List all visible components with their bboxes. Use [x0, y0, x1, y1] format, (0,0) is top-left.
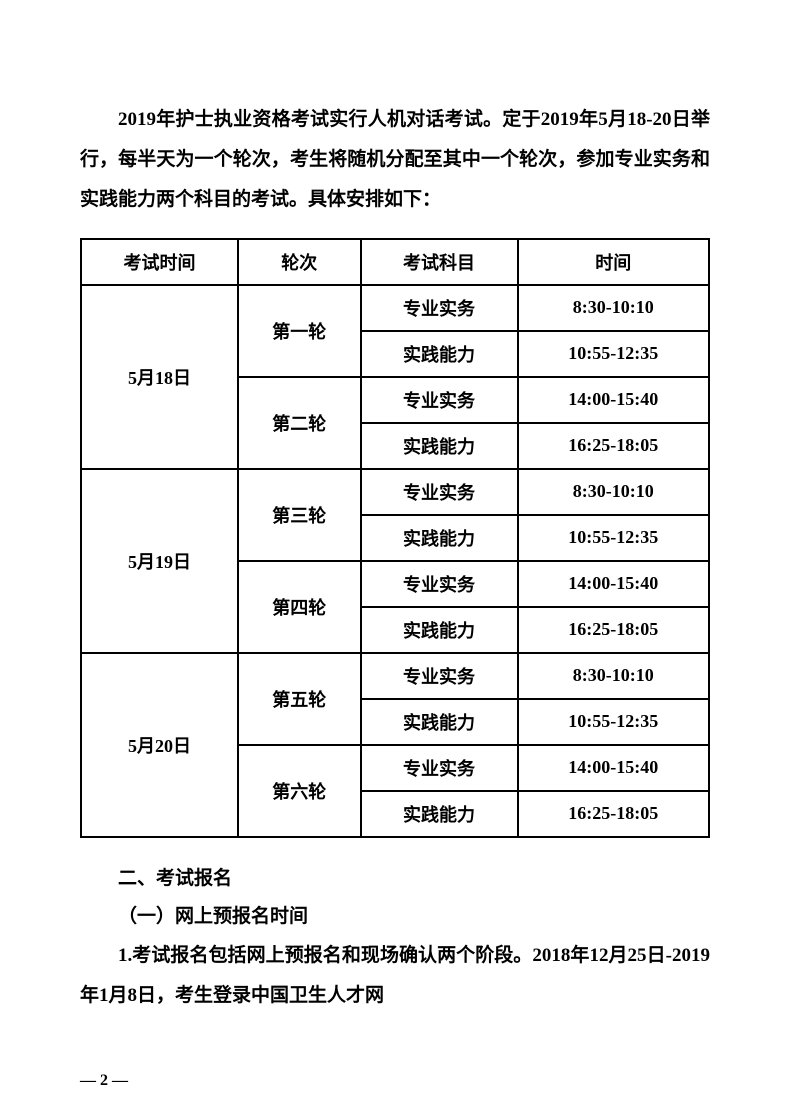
- table-row: 5月18日 第一轮 专业实务 8:30-10:10: [81, 285, 709, 331]
- cell-subject: 实践能力: [361, 699, 518, 745]
- cell-subject: 专业实务: [361, 653, 518, 699]
- cell-round: 第五轮: [238, 653, 361, 745]
- cell-subject: 专业实务: [361, 285, 518, 331]
- col-subject: 考试科目: [361, 239, 518, 285]
- cell-subject: 实践能力: [361, 791, 518, 837]
- cell-time: 16:25-18:05: [518, 607, 709, 653]
- cell-time: 8:30-10:10: [518, 469, 709, 515]
- section-heading: 二、考试报名: [80, 860, 710, 898]
- cell-subject: 实践能力: [361, 607, 518, 653]
- exam-schedule-table: 考试时间 轮次 考试科目 时间 5月18日 第一轮 专业实务 8:30-10:1…: [80, 238, 710, 838]
- cell-round: 第二轮: [238, 377, 361, 469]
- table-row: 5月19日 第三轮 专业实务 8:30-10:10: [81, 469, 709, 515]
- cell-round: 第六轮: [238, 745, 361, 837]
- cell-subject: 实践能力: [361, 515, 518, 561]
- intro-paragraph: 2019年护士执业资格考试实行人机对话考试。定于2019年5月18-20日举行，…: [80, 100, 710, 220]
- cell-date: 5月19日: [81, 469, 238, 653]
- cell-time: 14:00-15:40: [518, 561, 709, 607]
- sub-heading: （一）网上预报名时间: [80, 898, 710, 936]
- cell-subject: 专业实务: [361, 745, 518, 791]
- cell-date: 5月18日: [81, 285, 238, 469]
- cell-subject: 专业实务: [361, 561, 518, 607]
- body-paragraph: 1.考试报名包括网上预报名和现场确认两个阶段。2018年12月25日-2019年…: [80, 936, 710, 1016]
- cell-time: 10:55-12:35: [518, 331, 709, 377]
- table-header-row: 考试时间 轮次 考试科目 时间: [81, 239, 709, 285]
- table-row: 5月20日 第五轮 专业实务 8:30-10:10: [81, 653, 709, 699]
- cell-subject: 实践能力: [361, 423, 518, 469]
- cell-round: 第一轮: [238, 285, 361, 377]
- cell-round: 第三轮: [238, 469, 361, 561]
- cell-subject: 专业实务: [361, 469, 518, 515]
- cell-time: 10:55-12:35: [518, 699, 709, 745]
- cell-time: 8:30-10:10: [518, 285, 709, 331]
- cell-date: 5月20日: [81, 653, 238, 837]
- cell-time: 8:30-10:10: [518, 653, 709, 699]
- cell-subject: 实践能力: [361, 331, 518, 377]
- cell-time: 16:25-18:05: [518, 791, 709, 837]
- cell-subject: 专业实务: [361, 377, 518, 423]
- col-time: 时间: [518, 239, 709, 285]
- cell-time: 16:25-18:05: [518, 423, 709, 469]
- cell-time: 10:55-12:35: [518, 515, 709, 561]
- cell-round: 第四轮: [238, 561, 361, 653]
- cell-time: 14:00-15:40: [518, 377, 709, 423]
- col-date: 考试时间: [81, 239, 238, 285]
- cell-time: 14:00-15:40: [518, 745, 709, 791]
- page-number: — 2 —: [80, 1072, 128, 1090]
- col-round: 轮次: [238, 239, 361, 285]
